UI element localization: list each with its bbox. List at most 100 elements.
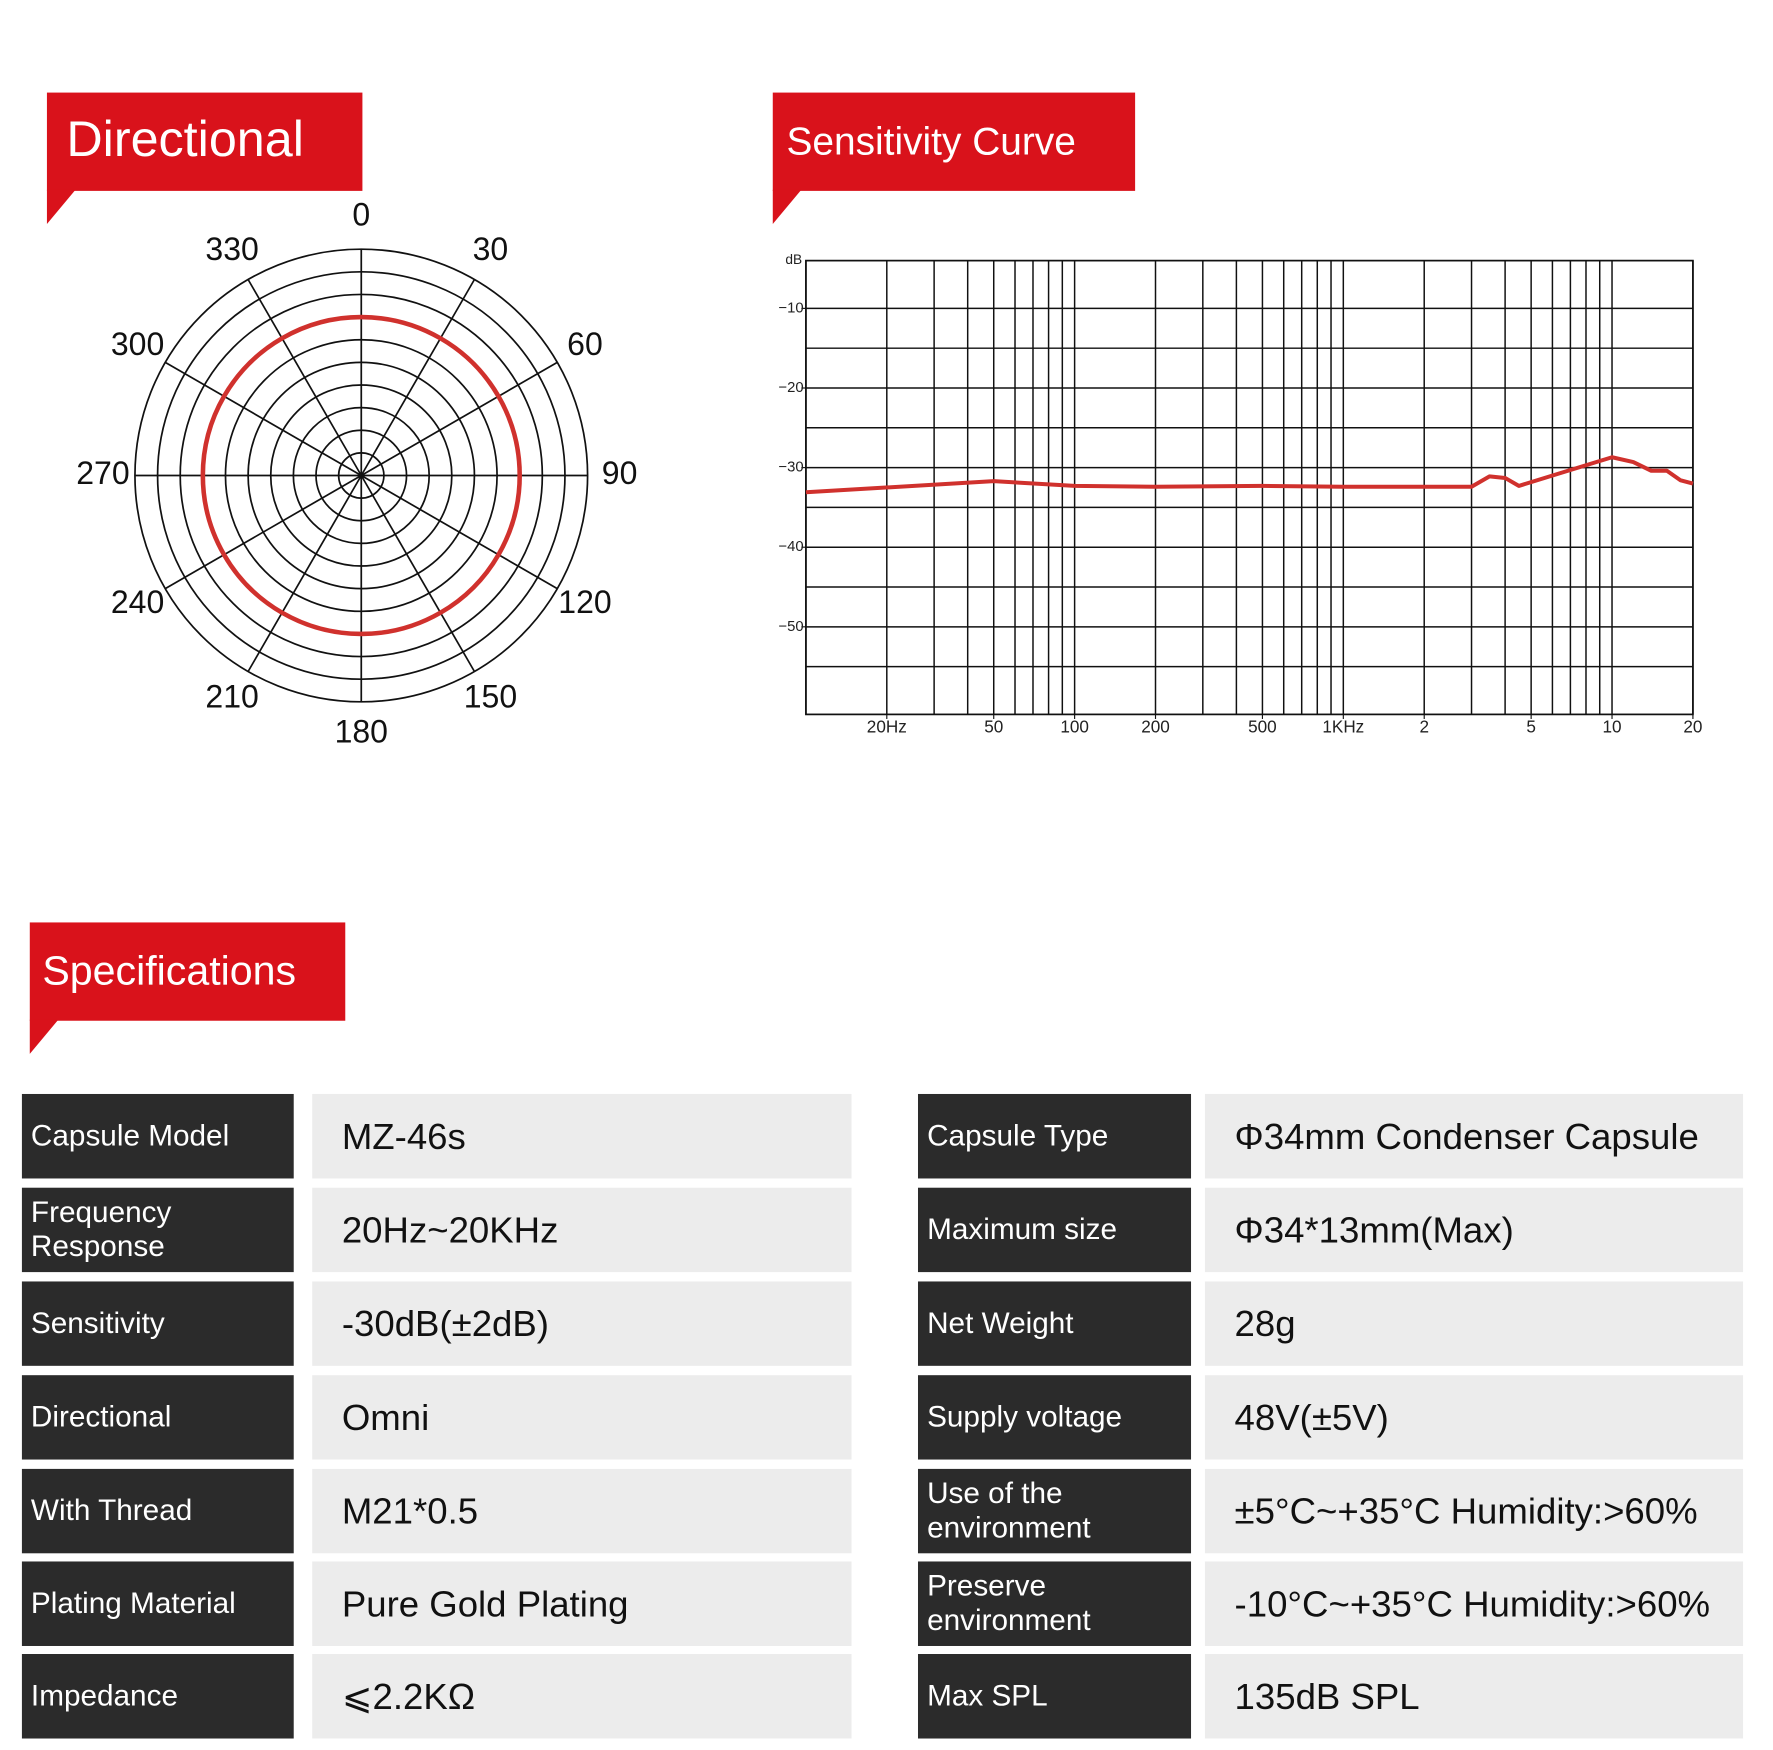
x-tick-label: 200 bbox=[1141, 717, 1170, 737]
spec-label: Capsule Type bbox=[917, 1093, 1192, 1179]
spec-value: Omni bbox=[312, 1375, 852, 1460]
spec-value-cell: MZ-46s bbox=[312, 1093, 852, 1179]
x-tick-label: 20 bbox=[1683, 717, 1702, 737]
y-tick-label: −30 bbox=[778, 460, 803, 476]
x-tick-label: 2 bbox=[1419, 717, 1429, 737]
spec-value-cell: 28g bbox=[1204, 1281, 1744, 1366]
spec-label-cell: Impedance bbox=[21, 1653, 294, 1739]
spec-label-cell: Max SPL bbox=[917, 1653, 1192, 1739]
banner-fold bbox=[29, 1019, 59, 1054]
spec-value: 20Hz~20KHz bbox=[312, 1187, 852, 1273]
banner-box bbox=[772, 92, 1136, 191]
spec-label: Directional bbox=[21, 1375, 294, 1460]
sensitivity-banner: Sensitivity Curve bbox=[772, 92, 1136, 225]
spec-value: Pure Gold Plating bbox=[312, 1561, 852, 1646]
angle-label: 120 bbox=[558, 584, 611, 620]
spec-label-cell: Capsule Type bbox=[917, 1093, 1192, 1179]
spec-label: Maximum size bbox=[917, 1187, 1192, 1273]
angle-label: 0 bbox=[352, 197, 370, 233]
spec-label: Impedance bbox=[21, 1653, 294, 1739]
y-tick-label: −50 bbox=[778, 619, 803, 635]
specifications-banner: Specifications bbox=[29, 922, 346, 1054]
spec-label-cell: Use of the environment bbox=[917, 1468, 1192, 1554]
angle-label: 30 bbox=[473, 231, 509, 267]
polar-curve bbox=[200, 314, 522, 637]
spec-value-cell: ±5°C~+35°C Humidity:>60% bbox=[1204, 1468, 1744, 1554]
x-tick-label: 1KHz bbox=[1322, 717, 1364, 737]
spec-label-cell: Plating Material bbox=[21, 1561, 294, 1646]
spec-value-cell: -10°C~+35°C Humidity:>60% bbox=[1204, 1561, 1744, 1646]
grid-spoke bbox=[360, 361, 558, 477]
x-tick-label: 20Hz bbox=[867, 717, 907, 737]
angle-label: 240 bbox=[111, 584, 164, 620]
spec-label-cell: Preserve environment bbox=[917, 1561, 1192, 1646]
spec-label-cell: Net Weight bbox=[917, 1281, 1192, 1366]
grid-spoke bbox=[164, 361, 362, 477]
spec-value: Φ34*13mm(Max) bbox=[1204, 1187, 1744, 1273]
spec-label-cell: Maximum size bbox=[917, 1187, 1192, 1273]
angle-label: 60 bbox=[567, 326, 603, 362]
spec-value-cell: 135dB SPL bbox=[1204, 1653, 1744, 1739]
spec-value: 28g bbox=[1204, 1281, 1744, 1366]
spec-value-cell: Pure Gold Plating bbox=[312, 1561, 852, 1646]
spec-value: ±5°C~+35°C Humidity:>60% bbox=[1204, 1468, 1744, 1554]
grid-spoke bbox=[360, 474, 558, 590]
angle-label: 150 bbox=[464, 679, 517, 715]
x-tick-label: 500 bbox=[1248, 717, 1277, 737]
spec-value-cell: 48V(±5V) bbox=[1204, 1375, 1744, 1460]
spec-value: ⩽2.2KΩ bbox=[312, 1653, 852, 1739]
spec-label: Sensitivity bbox=[21, 1281, 294, 1366]
x-tick-label: 5 bbox=[1526, 717, 1536, 737]
spec-label: Max SPL bbox=[917, 1653, 1192, 1739]
directional-banner: Directional bbox=[46, 92, 363, 225]
spec-label: Net Weight bbox=[917, 1281, 1192, 1366]
angle-label: 270 bbox=[76, 455, 129, 491]
x-tick-label: 100 bbox=[1060, 717, 1089, 737]
spec-value-cell: 20Hz~20KHz bbox=[312, 1187, 852, 1273]
spec-label-cell: Capsule Model bbox=[21, 1093, 294, 1179]
grid-spoke bbox=[164, 474, 362, 590]
spec-value-cell: M21*0.5 bbox=[312, 1468, 852, 1554]
spec-value: M21*0.5 bbox=[312, 1468, 852, 1554]
banner-fold bbox=[772, 189, 802, 225]
angle-label: 300 bbox=[111, 326, 164, 362]
spec-value-cell: Omni bbox=[312, 1375, 852, 1460]
angle-label: 330 bbox=[205, 231, 258, 267]
banner-box bbox=[46, 92, 363, 191]
spec-value: 135dB SPL bbox=[1204, 1653, 1744, 1739]
spec-value: Φ34mm Condenser Capsule bbox=[1204, 1093, 1744, 1179]
y-tick-label: −10 bbox=[778, 300, 803, 316]
spec-label: Preserve environment bbox=[917, 1561, 1192, 1646]
x-tick-label: 50 bbox=[984, 717, 1003, 737]
response-curve bbox=[805, 455, 1694, 495]
banner-title: Specifications bbox=[42, 948, 296, 994]
banner-box bbox=[29, 922, 346, 1021]
spec-label: Supply voltage bbox=[917, 1375, 1192, 1460]
spec-value-cell: Φ34*13mm(Max) bbox=[1204, 1187, 1744, 1273]
spec-label-cell: With Thread bbox=[21, 1468, 294, 1554]
banner-title: Sensitivity Curve bbox=[786, 120, 1075, 163]
spec-label: Plating Material bbox=[21, 1561, 294, 1646]
spec-label: Use of the environment bbox=[917, 1468, 1192, 1554]
spec-label: Frequency Response bbox=[21, 1187, 294, 1273]
spec-label-cell: Directional bbox=[21, 1375, 294, 1460]
spec-value-cell: ⩽2.2KΩ bbox=[312, 1653, 852, 1739]
angle-label: 180 bbox=[335, 713, 388, 749]
angle-label: 90 bbox=[602, 455, 638, 491]
spec-value: MZ-46s bbox=[312, 1093, 852, 1179]
grid-spoke bbox=[247, 279, 363, 476]
grid-spoke bbox=[247, 475, 363, 672]
spec-label: Capsule Model bbox=[21, 1093, 294, 1179]
y-tick-label: −20 bbox=[778, 380, 803, 396]
banner-fold bbox=[46, 189, 76, 225]
spec-value: -10°C~+35°C Humidity:>60% bbox=[1204, 1561, 1744, 1646]
x-tick-label: 10 bbox=[1602, 717, 1621, 737]
spec-value: -30dB(±2dB) bbox=[312, 1281, 852, 1366]
spec-label-cell: Sensitivity bbox=[21, 1281, 294, 1366]
grid-spoke bbox=[360, 279, 476, 476]
spec-value-cell: Φ34mm Condenser Capsule bbox=[1204, 1093, 1744, 1179]
y-tick-label: −40 bbox=[778, 539, 803, 555]
spec-value-cell: -30dB(±2dB) bbox=[312, 1281, 852, 1366]
